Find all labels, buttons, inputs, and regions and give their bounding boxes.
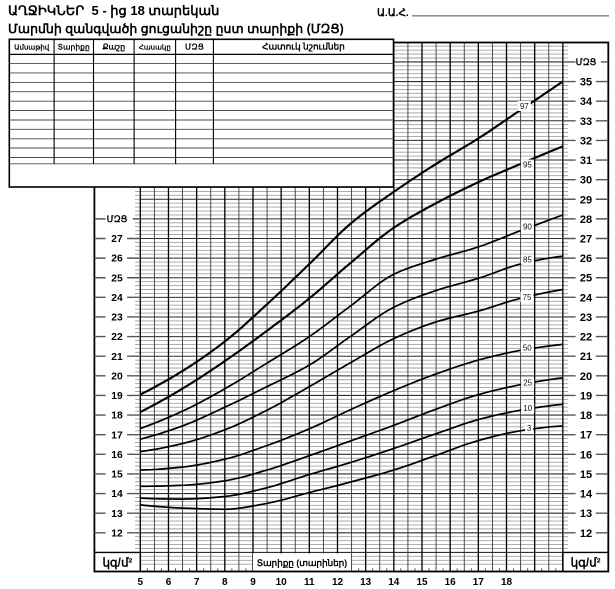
svg-text:50: 50 <box>523 343 532 352</box>
svg-text:6: 6 <box>166 577 172 588</box>
svg-text:15: 15 <box>111 470 123 481</box>
svg-text:5: 5 <box>138 577 144 588</box>
svg-text:25: 25 <box>111 273 123 284</box>
svg-text:18: 18 <box>580 410 592 422</box>
svg-text:20: 20 <box>111 371 123 382</box>
svg-text:26: 26 <box>111 254 123 265</box>
svg-text:22: 22 <box>580 332 592 344</box>
svg-text:Հասակը: Հասակը <box>139 43 171 51</box>
svg-text:15: 15 <box>580 469 592 481</box>
svg-text:8: 8 <box>222 577 228 588</box>
svg-text:17: 17 <box>473 577 485 588</box>
svg-text:9: 9 <box>250 577 256 588</box>
svg-text:11: 11 <box>304 577 315 588</box>
svg-text:28: 28 <box>580 214 592 226</box>
svg-text:13: 13 <box>360 577 372 588</box>
svg-text:ԱՂՋԻԿՆԵՐ 5 - ից 18 տարեկան: ԱՂՋԻԿՆԵՐ 5 - ից 18 տարեկան <box>8 3 219 19</box>
svg-text:Քաշը: Քաշը <box>103 42 126 51</box>
svg-text:29: 29 <box>580 194 592 206</box>
svg-text:95: 95 <box>523 161 532 170</box>
svg-text:27: 27 <box>580 234 592 246</box>
svg-text:14: 14 <box>111 489 123 500</box>
svg-text:19: 19 <box>580 391 592 403</box>
svg-text:Տարիքը (տարիներ): Տարիքը (տարիներ) <box>257 558 347 569</box>
svg-text:97: 97 <box>520 102 529 111</box>
svg-text:17: 17 <box>580 430 592 442</box>
svg-text:կգ/մ²: կգ/մ² <box>571 556 601 570</box>
svg-text:16: 16 <box>445 577 457 588</box>
svg-text:18: 18 <box>111 411 123 422</box>
svg-text:12: 12 <box>580 528 592 540</box>
svg-text:26: 26 <box>580 253 592 265</box>
svg-text:21: 21 <box>111 352 123 363</box>
svg-text:13: 13 <box>111 509 123 520</box>
svg-text:22: 22 <box>111 332 123 343</box>
svg-text:14: 14 <box>580 489 593 501</box>
svg-text:75: 75 <box>523 293 532 302</box>
svg-text:30: 30 <box>580 175 592 187</box>
svg-text:32: 32 <box>580 135 592 147</box>
svg-text:24: 24 <box>580 292 593 304</box>
svg-text:ՄԶՑ: ՄԶՑ <box>185 42 204 51</box>
svg-text:Հատուկ նշումներ: Հատուկ նշումներ <box>262 41 345 52</box>
svg-text:19: 19 <box>111 391 123 402</box>
svg-text:ՄԶՑ: ՄԶՑ <box>107 214 128 224</box>
svg-text:24: 24 <box>111 293 123 304</box>
svg-text:15: 15 <box>416 577 428 588</box>
svg-text:3: 3 <box>527 424 532 433</box>
svg-text:35: 35 <box>580 77 592 89</box>
svg-text:10: 10 <box>276 577 288 588</box>
svg-text:21: 21 <box>580 351 592 363</box>
svg-text:Մարմնի զանգվածի ցուցանիշը ըստ: Մարմնի զանգվածի ցուցանիշը ըստ տարիքի (ՄԶ… <box>8 22 344 37</box>
svg-text:16: 16 <box>580 449 592 461</box>
svg-text:31: 31 <box>580 155 592 167</box>
svg-text:16: 16 <box>111 450 123 461</box>
svg-text:14: 14 <box>388 577 400 588</box>
svg-text:23: 23 <box>111 313 123 324</box>
svg-text:25: 25 <box>523 379 532 388</box>
svg-text:Ամսաթիվ: Ամսաթիվ <box>14 43 50 51</box>
svg-text:23: 23 <box>580 312 592 324</box>
svg-text:7: 7 <box>194 577 200 588</box>
svg-text:27: 27 <box>111 234 123 245</box>
svg-text:12: 12 <box>332 577 344 588</box>
svg-text:կգ/մ²: կգ/մ² <box>102 556 132 570</box>
svg-text:90: 90 <box>523 223 532 232</box>
svg-text:Ա.Ա.Հ.: Ա.Ա.Հ. <box>377 8 409 19</box>
svg-text:Տարիքը: Տարիքը <box>58 42 90 51</box>
svg-text:13: 13 <box>580 508 592 520</box>
svg-text:25: 25 <box>580 273 592 285</box>
svg-text:ՄԶՑ: ՄԶՑ <box>576 57 597 67</box>
svg-text:12: 12 <box>111 528 123 539</box>
svg-text:34: 34 <box>580 96 593 108</box>
svg-text:33: 33 <box>580 116 592 128</box>
svg-text:10: 10 <box>523 404 532 413</box>
svg-text:20: 20 <box>580 371 592 383</box>
svg-text:18: 18 <box>501 577 513 588</box>
svg-text:85: 85 <box>523 255 532 264</box>
svg-text:17: 17 <box>111 430 123 441</box>
